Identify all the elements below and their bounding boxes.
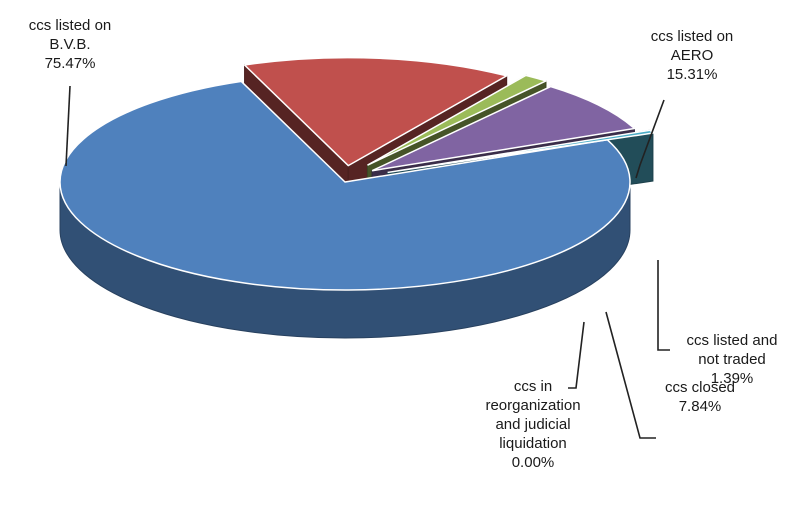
label-bvb: ccs listed on B.V.B. 75.47% <box>28 17 112 72</box>
leader-line-reorg <box>568 321 585 389</box>
slice-not_traded <box>367 74 549 166</box>
slice-aero <box>242 56 509 167</box>
label-not-traded: ccs listed and not traded 1.39% <box>686 332 778 387</box>
leader-line-aero <box>635 99 665 179</box>
slice-bvb <box>59 80 631 291</box>
label-aero: ccs listed on AERO 15.31% <box>650 28 734 83</box>
label-closed: ccs closed 7.84% <box>664 379 736 415</box>
leader-line-not_traded <box>657 260 670 351</box>
leader-line-bvb <box>65 85 71 167</box>
label-reorganization: ccs in reorganization and judicial liqui… <box>485 378 581 471</box>
slice-closed <box>371 85 637 172</box>
leader-line-closed <box>605 311 656 439</box>
slice-reorg <box>387 129 655 174</box>
